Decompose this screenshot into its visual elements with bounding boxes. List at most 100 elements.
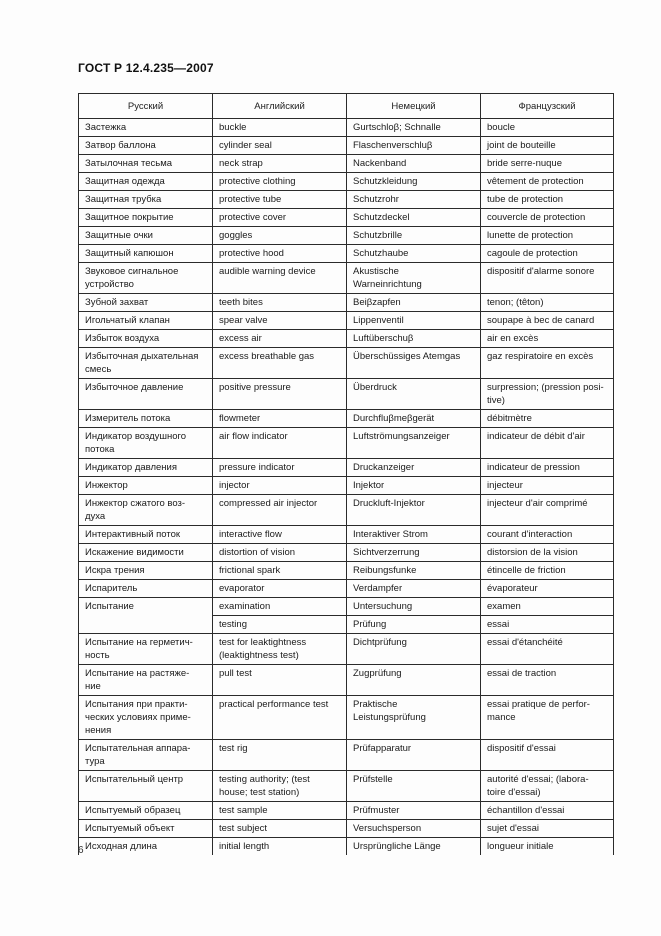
cell-french: essai	[480, 615, 614, 634]
cell-english: practical performance test	[212, 695, 347, 740]
cell-german: Zugprüfung	[346, 664, 481, 696]
table-row: Затылочная тесьма neck strap Nackenband bri…	[78, 154, 614, 173]
table-row: Испытание examination Untersuchung examen	[78, 597, 614, 634]
cell-english: test subject	[212, 819, 347, 838]
column-header-russian: Русский	[78, 93, 213, 119]
cell-english: testing authority; (test house; test sta…	[212, 770, 347, 802]
cell-english: excess breathable gas	[212, 347, 347, 379]
cell-german: Dichtprüfung	[346, 633, 481, 665]
cell-russian: Застежка	[78, 118, 213, 137]
cell-english: spear valve	[212, 311, 347, 330]
cell-russian: Испытуемый объект	[78, 819, 213, 838]
cell-german: Ursprüngliche Länge	[346, 837, 481, 855]
cell-german: Überschüssiges Atemgas	[346, 347, 481, 379]
cell-german: Versuchsperson	[346, 819, 481, 838]
cell-russian: Интерактивный поток	[78, 525, 213, 544]
cell-german: Nackenband	[346, 154, 481, 173]
cell-russian: Избыточное давление	[78, 378, 213, 410]
cell-english: excess air	[212, 329, 347, 348]
cell-english: air flow indicator	[212, 427, 347, 459]
cell-russian: Защитный капюшон	[78, 244, 213, 263]
cell-russian: Защитная одежда	[78, 172, 213, 191]
cell-german: Sichtverzerrung	[346, 543, 481, 562]
cell-german: Reibungsfunke	[346, 561, 481, 580]
cell-french: injecteur	[480, 476, 614, 495]
cell-english: protective tube	[212, 190, 347, 209]
cell-french: longueur initiale	[480, 837, 614, 855]
cell-german: Luftströmungsanzeiger	[346, 427, 481, 459]
cell-french: lunette de protection	[480, 226, 614, 245]
cell-english: teeth bites	[212, 293, 347, 312]
cell-english: compressed air injector	[212, 494, 347, 526]
cell-english: positive pressure	[212, 378, 347, 410]
cell-russian: Защитная трубка	[78, 190, 213, 209]
cell-french: surpression; (pression posi- tive)	[480, 378, 614, 410]
cell-french: indicateur de pression	[480, 458, 614, 477]
cell-russian: Измеритель потока	[78, 409, 213, 428]
cell-german: Praktische Leistungsprüfung	[346, 695, 481, 740]
cell-russian: Испаритель	[78, 579, 213, 598]
cell-russian: Испытание на герметич- ность	[78, 633, 213, 665]
cell-french: cagoule de protection	[480, 244, 614, 263]
cell-german: Luftüberschuβ	[346, 329, 481, 348]
cell-german: Schutzdeckel	[346, 208, 481, 227]
table-row: Испытание на герметич- ность test for lea…	[78, 633, 614, 665]
cell-french: évaporateur	[480, 579, 614, 598]
cell-german: Prüfmuster	[346, 801, 481, 820]
cell-french: essai de traction	[480, 664, 614, 696]
cell-english: buckle	[212, 118, 347, 137]
cell-english: audible warning device	[212, 262, 347, 294]
page-title: ГОСТ Р 12.4.235—2007	[78, 61, 214, 75]
cell-french: joint de bouteille	[480, 136, 614, 155]
cell-french: examen	[480, 597, 614, 616]
cell-english: neck strap	[212, 154, 347, 173]
cell-french: tube de protection	[480, 190, 614, 209]
cell-russian: Защитные очки	[78, 226, 213, 245]
cell-german: Gurtschloβ; Schnalle	[346, 118, 481, 137]
cell-russian: Испытательный центр	[78, 770, 213, 802]
table-row: Испытание на растяже- ние pull test Zugprü…	[78, 664, 614, 696]
cell-russian: Индикатор давления	[78, 458, 213, 477]
cell-french: dispositif d'essai	[480, 739, 614, 771]
table-row: Избыточное давление positive pressure Über…	[78, 378, 614, 410]
cell-russian: Искра трения	[78, 561, 213, 580]
cell-french: essai pratique de perfor- mance	[480, 695, 614, 740]
cell-russian: Исходная длина	[78, 837, 213, 855]
cell-english: interactive flow	[212, 525, 347, 544]
cell-german: Schutzhaube	[346, 244, 481, 263]
cell-russian: Игольчатый клапан	[78, 311, 213, 330]
cell-russian: Индикатор воздушного потока	[78, 427, 213, 459]
cell-english: frictional spark	[212, 561, 347, 580]
cell-english: examination	[212, 597, 347, 616]
table-row: Интерактивный поток interactive flow Inter…	[78, 525, 614, 544]
table-row: Защитная одежда protective clothing Schutz…	[78, 172, 614, 191]
cell-english: protective clothing	[212, 172, 347, 191]
table-row: Инжектор сжатого воз- духа compressed air…	[78, 494, 614, 526]
cell-german: Untersuchung	[346, 597, 481, 616]
cell-french: échantillon d'essai	[480, 801, 614, 820]
cell-french: bride serre-nuque	[480, 154, 614, 173]
cell-english: initial length	[212, 837, 347, 855]
table-row: Игольчатый клапан spear valve Lippenventil…	[78, 311, 614, 330]
cell-french: débitmètre	[480, 409, 614, 428]
cell-russian: Затылочная тесьма	[78, 154, 213, 173]
cell-english: test rig	[212, 739, 347, 771]
cell-german: Verdampfer	[346, 579, 481, 598]
cell-russian: Испытуемый образец	[78, 801, 213, 820]
cell-french: essai d'étanchéité	[480, 633, 614, 665]
cell-english: testing	[212, 615, 347, 634]
cell-english: flowmeter	[212, 409, 347, 428]
table-row: Индикатор давления pressure indicator Druc…	[78, 458, 614, 477]
cell-german: Prüfstelle	[346, 770, 481, 802]
cell-english: distortion of vision	[212, 543, 347, 562]
table-row: testing Prüfung essai	[79, 615, 614, 634]
cell-russian: Звуковое сигнальное устройство	[78, 262, 213, 294]
cell-french: vêtement de protection	[480, 172, 614, 191]
cell-russian: Затвор баллона	[78, 136, 213, 155]
cell-german: Prüfapparatur	[346, 739, 481, 771]
cell-french: gaz respiratoire en excès	[480, 347, 614, 379]
table-row: Исходная длина initial length Ursprünglich…	[78, 837, 614, 855]
cell-russian: Искажение видимости	[78, 543, 213, 562]
cell-french: autorité d'essai; (labora- toire d'essai…	[480, 770, 614, 802]
